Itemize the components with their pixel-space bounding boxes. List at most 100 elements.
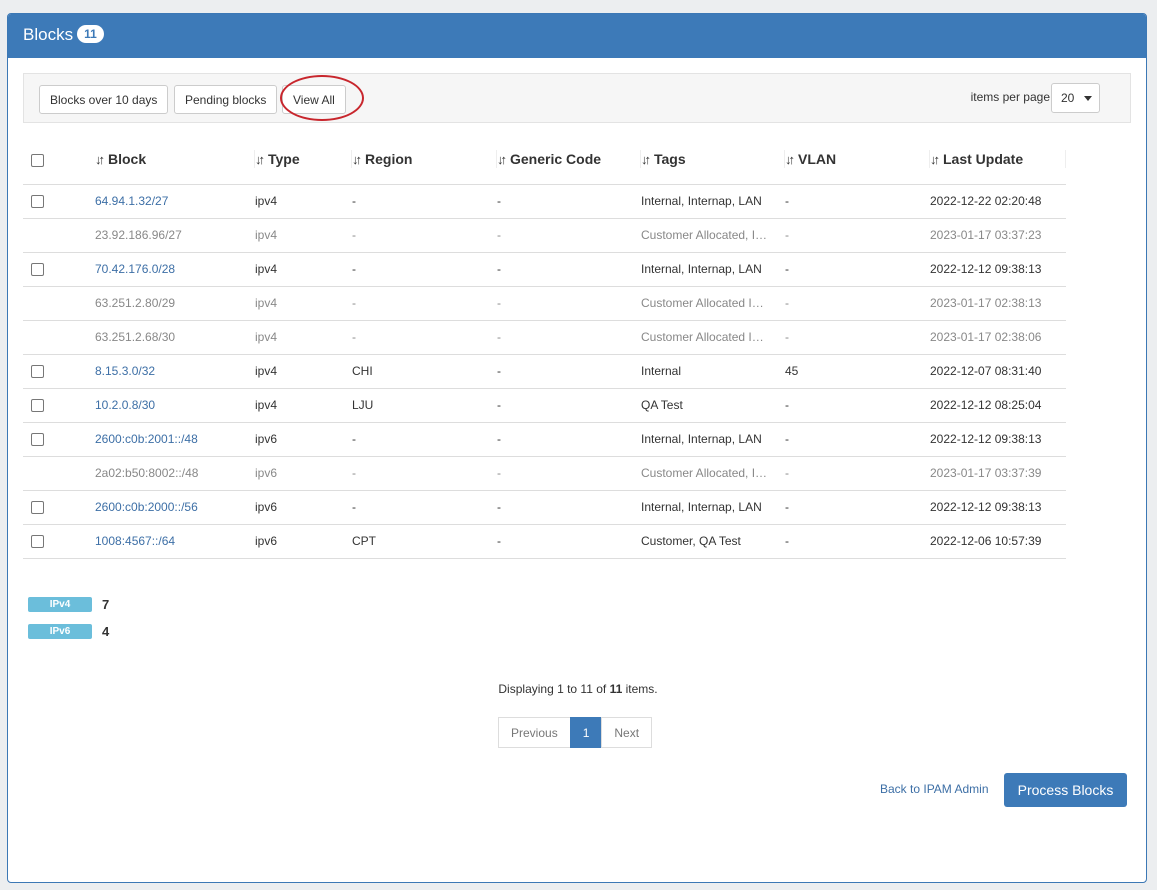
cell-tags: Customer Allocated, I… [641, 456, 785, 491]
cell-type: ipv4 [255, 286, 352, 321]
cell-tags: QA Test [641, 388, 785, 423]
cell-generic: - [497, 456, 641, 491]
view-all-button[interactable]: View All [282, 85, 346, 114]
column-header-region[interactable]: ↓↑ Region [352, 135, 497, 185]
table-row: 2600:c0b:2001::/48 ipv6- - Internal, Intern… [23, 422, 1066, 457]
type-label-ipv4: IPv4 [28, 597, 92, 612]
cell-type: ipv4 [255, 388, 352, 423]
process-blocks-button[interactable]: Process Blocks [1004, 773, 1127, 807]
block-link[interactable]: 23.92.186.96/27 [95, 228, 182, 242]
cell-updated: 2022-12-07 08:31:40 [930, 354, 1066, 389]
table-row: 2600:c0b:2000::/56 ipv6- - Internal, Intern… [23, 490, 1066, 525]
next-page-button[interactable]: Next [601, 717, 653, 748]
cell-updated: 2022-12-12 09:38:13 [930, 490, 1066, 525]
previous-page-button[interactable]: Previous [498, 717, 571, 748]
column-header-vlan[interactable]: ↓↑ VLAN [785, 135, 930, 185]
blocks-over-10-days-button[interactable]: Blocks over 10 days [39, 85, 169, 114]
cell-region: CHI [352, 354, 497, 389]
items-per-page-value: 20 [1061, 91, 1075, 105]
cell-updated: 2023-01-17 02:38:13 [930, 286, 1066, 321]
select-all-checkbox[interactable] [31, 154, 44, 168]
cell-tags: Customer, QA Test [641, 524, 785, 559]
table-row: 23.92.186.96/27 ipv4- - Customer Allocated,… [23, 218, 1066, 253]
row-checkbox[interactable] [31, 433, 44, 447]
blocks-panel: Blocks 11 Blocks over 10 days Pending blo… [7, 13, 1147, 883]
cell-tags: Customer Allocated I… [641, 286, 785, 321]
panel-header: Blocks 11 [8, 14, 1146, 58]
display-info: Displaying 1 to 11 of 11 items. [8, 682, 1148, 696]
cell-type: ipv6 [255, 524, 352, 559]
back-to-ipam-admin-link[interactable]: Back to IPAM Admin [880, 782, 989, 796]
type-count: 7 [102, 597, 110, 612]
sort-icon: ↓↑ [95, 152, 105, 168]
block-link[interactable]: 2600:c0b:2001::/48 [95, 432, 198, 446]
block-link[interactable]: 8.15.3.0/32 [95, 364, 156, 378]
table-row: 63.251.2.68/30 ipv4- - Customer Allocated I… [23, 320, 1066, 355]
column-label: Type [268, 151, 300, 168]
cell-vlan: - [785, 320, 930, 355]
pending-blocks-button[interactable]: Pending blocks [174, 85, 278, 114]
row-checkbox[interactable] [31, 501, 44, 515]
cell-type: ipv6 [255, 456, 352, 491]
column-header-last-update[interactable]: ↓↑ Last Update [930, 135, 1066, 185]
items-per-page-label: items per page [970, 90, 1050, 104]
cell-tags: Internal [641, 354, 785, 389]
cell-generic: - [497, 252, 641, 287]
pagination: Previous 1 Next [498, 717, 653, 748]
cell-type: ipv4 [255, 320, 352, 355]
cell-vlan: - [785, 218, 930, 253]
table-row: 63.251.2.80/29 ipv4- - Customer Allocated I… [23, 286, 1066, 321]
page-1-button[interactable]: 1 [569, 717, 603, 748]
items-per-page-select[interactable]: 20 [1051, 83, 1100, 113]
cell-type: ipv6 [255, 490, 352, 525]
cell-generic: - [497, 524, 641, 559]
block-link[interactable]: 64.94.1.32/27 [95, 194, 169, 208]
cell-generic: - [497, 286, 641, 321]
sort-icon: ↓↑ [930, 152, 940, 168]
cell-tags: Customer Allocated, I… [641, 218, 785, 253]
cell-generic: - [497, 320, 641, 355]
column-header-block[interactable]: ↓↑ Block [95, 135, 255, 185]
block-link[interactable]: 63.251.2.68/30 [95, 330, 176, 344]
column-header-generic-code[interactable]: ↓↑ Generic Code [497, 135, 641, 185]
cell-tags: Internal, Internap, LAN [641, 422, 785, 457]
column-header-tags[interactable]: ↓↑ Tags [641, 135, 785, 185]
cell-updated: 2022-12-12 09:38:13 [930, 252, 1066, 287]
block-link[interactable]: 2a02:b50:8002::/48 [95, 466, 199, 480]
block-link[interactable]: 2600:c0b:2000::/56 [95, 500, 198, 514]
cell-type: ipv6 [255, 422, 352, 457]
table-row: 70.42.176.0/28 ipv4- - Internal, Internap, … [23, 252, 1066, 287]
sort-icon: ↓↑ [352, 152, 362, 168]
sort-icon: ↓↑ [255, 152, 265, 168]
table-row: 8.15.3.0/32 ipv4 CHI - Internal 45 2022-12-07 … [23, 354, 1066, 389]
cell-vlan: - [785, 456, 930, 491]
column-label: Generic Code [510, 151, 602, 168]
cell-region: - [352, 422, 497, 457]
column-header-type[interactable]: ↓↑ Type [255, 135, 352, 185]
block-link[interactable]: 1008:4567::/64 [95, 534, 176, 548]
cell-region: - [352, 456, 497, 491]
row-checkbox[interactable] [31, 365, 44, 379]
cell-updated: 2022-12-12 08:25:04 [930, 388, 1066, 423]
cell-vlan: - [785, 490, 930, 525]
block-link[interactable]: 63.251.2.80/29 [95, 296, 176, 310]
cell-generic: - [497, 184, 641, 219]
column-label: VLAN [798, 151, 837, 168]
table-row: 64.94.1.32/27 ipv4- - Internal, Internap, L… [23, 184, 1066, 219]
row-checkbox[interactable] [31, 195, 44, 209]
cell-generic: - [497, 354, 641, 389]
row-checkbox[interactable] [31, 399, 44, 413]
row-checkbox[interactable] [31, 263, 44, 277]
row-checkbox[interactable] [31, 535, 44, 549]
block-link[interactable]: 10.2.0.8/30 [95, 398, 156, 412]
cell-type: ipv4 [255, 252, 352, 287]
block-link[interactable]: 70.42.176.0/28 [95, 262, 176, 276]
cell-generic: - [497, 218, 641, 253]
cell-vlan: - [785, 524, 930, 559]
cell-vlan: - [785, 286, 930, 321]
cell-region: - [352, 252, 497, 287]
cell-tags: Internal, Internap, LAN [641, 252, 785, 287]
cell-region: - [352, 286, 497, 321]
cell-tags: Internal, Internap, LAN [641, 184, 785, 219]
cell-updated: 2023-01-17 02:38:06 [930, 320, 1066, 355]
